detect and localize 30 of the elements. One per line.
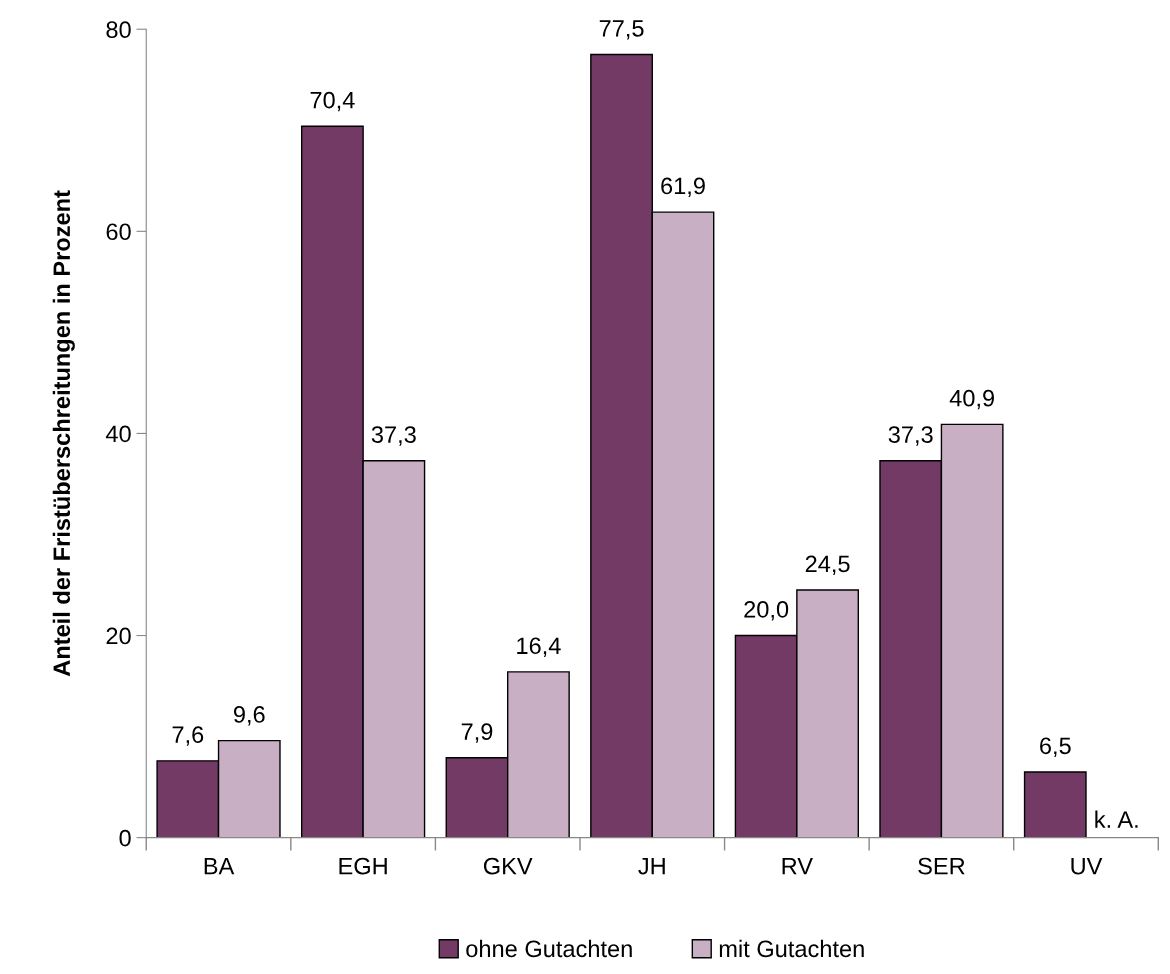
legend-label: mit Gutachten xyxy=(719,939,864,958)
data-label: 7,9 xyxy=(461,723,493,743)
data-label: 37,3 xyxy=(888,426,933,446)
x-tick-label: JH xyxy=(638,857,665,875)
data-label: 70,4 xyxy=(310,91,355,112)
x-tick-label: EGH xyxy=(339,857,387,875)
y-tick-label: 60 xyxy=(106,223,131,241)
data-label: 40,9 xyxy=(949,389,995,410)
y-tick-label: 0 xyxy=(119,829,131,847)
data-label: 61,9 xyxy=(661,177,705,198)
x-tick-label: BA xyxy=(204,857,235,875)
data-label: 16,4 xyxy=(517,637,561,657)
x-tick-label: GKV xyxy=(483,857,533,875)
x-tick-label: SER xyxy=(918,857,965,875)
bar xyxy=(1023,771,1087,838)
text: k. A. xyxy=(1095,810,1138,828)
y-tick-label: 40 xyxy=(105,425,131,443)
x-tick-label: UV xyxy=(1071,857,1103,875)
y-tick-label: 20 xyxy=(106,627,131,645)
data-label: 6,5 xyxy=(1040,737,1071,757)
x-tick-label: RV xyxy=(782,857,813,875)
y-tick-label: 80 xyxy=(106,21,131,39)
legend-label: ohne Gutachten xyxy=(466,939,632,958)
data-label: 7,6 xyxy=(172,726,204,746)
data-label: 24,5 xyxy=(805,555,850,576)
data-label: 37,3 xyxy=(371,426,416,446)
data-label: 9,6 xyxy=(233,706,265,726)
data-label: 77,5 xyxy=(599,20,644,40)
data-label: 20,0 xyxy=(744,601,789,621)
y-axis-title: Anteil der Fristüberschreitungen in Prozent xyxy=(52,190,75,677)
